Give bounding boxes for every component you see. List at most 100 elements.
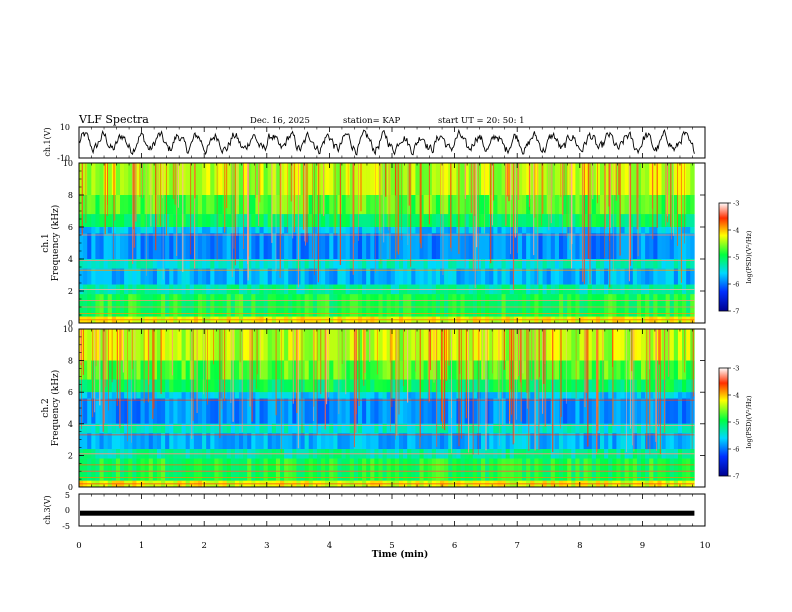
spectrogram-cell [99, 268, 104, 285]
spectrogram-cell [308, 433, 314, 450]
spectrogram-cell [563, 268, 568, 285]
spectrogram-cell [390, 227, 396, 234]
spectrogram-cell [669, 233, 675, 259]
spectrogram-cell [140, 398, 145, 424]
spectrogram-cell [148, 329, 154, 361]
spectrogram-cell [641, 163, 646, 195]
spectrogram-cell [534, 398, 539, 424]
spectrogram-cell [550, 458, 556, 481]
spectrogram-cell [636, 392, 642, 399]
spectrogram-cell [337, 163, 342, 195]
spectrogram-cell [435, 392, 441, 399]
spectrogram-cell [140, 268, 145, 285]
spectrogram-cell [124, 268, 129, 285]
spectrogram-cell [308, 398, 314, 424]
spectrogram-cell [440, 195, 445, 215]
spectrogram-cell [571, 227, 576, 234]
spectrogram-cell [669, 398, 675, 424]
spectrogram-cell [624, 423, 630, 434]
spectrogram-cell [620, 360, 625, 380]
spectrogram-cell [415, 329, 420, 361]
spectrogram-cell [152, 268, 158, 285]
spectrogram-cell [690, 392, 695, 399]
spectrogram-cell [534, 458, 539, 481]
spectrogram-cell [472, 329, 478, 361]
spectrogram-cell [222, 423, 227, 434]
spectrogram-cell [87, 360, 92, 380]
spectrogram-cell [489, 259, 494, 269]
spectrogram-cell [226, 423, 232, 434]
spectrogram-cell [185, 392, 191, 399]
spectrogram-cell [206, 195, 211, 215]
spectrogram-cell [558, 458, 564, 481]
spectrogram-cell [386, 433, 392, 450]
spectrogram-cell [197, 163, 203, 195]
spectrogram-cell [411, 423, 416, 434]
spectrogram-cell [378, 163, 383, 195]
spectrogram-cell [452, 423, 457, 434]
spectrogram-cell [120, 195, 125, 215]
spectrogram-cell [263, 163, 269, 195]
spectrogram-cell [501, 227, 506, 234]
spectrogram-cell [493, 294, 498, 317]
spectrogram-cell [202, 360, 207, 380]
spectrogram-cell [325, 398, 330, 424]
spectrogram-cell [657, 195, 662, 215]
spectrogram-cell [152, 379, 158, 393]
spectrogram-cell [661, 294, 666, 317]
spectrogram-cell [312, 433, 318, 450]
spectrogram-cell [567, 423, 572, 434]
spectrogram-cell [493, 458, 498, 481]
spectrogram-cell [263, 392, 269, 399]
spectrogram-cell [316, 329, 322, 361]
spectrogram-cell [624, 233, 630, 259]
spectrogram-cell [673, 268, 679, 285]
spectrogram-cell [132, 259, 137, 269]
spectrogram-cell [271, 214, 277, 227]
spectrogram-cell [493, 259, 498, 269]
spectrogram-cell [337, 268, 342, 285]
spectrogram-cell [604, 379, 609, 393]
spectrogram-cell [300, 423, 305, 434]
ch1-spectrogram-ytick-label: 0 [68, 319, 73, 328]
spectrogram-cell [263, 360, 269, 380]
spectrogram-cell [124, 398, 129, 424]
spectrogram-cell [234, 268, 240, 285]
spectrogram-cell [620, 423, 625, 434]
spectrogram-cell [604, 294, 609, 317]
spectrogram-cell [579, 433, 584, 450]
ch3-ytick-bottom: -5 [62, 522, 70, 531]
ch2-colorbar: -3-4-5-6-7 log(PSD)(V²/Hz) [718, 365, 753, 481]
spectrogram-cell [148, 423, 154, 434]
spectrogram-cell [218, 458, 223, 481]
spectrogram-cell [460, 423, 465, 434]
spectrogram-cell [267, 433, 273, 450]
spectrogram-cell [431, 423, 437, 434]
spectrogram-cell [382, 329, 387, 361]
spectrogram-cell [591, 360, 597, 380]
spectrogram-cell [554, 294, 560, 317]
spectrogram-cell [214, 227, 219, 234]
spectrogram-cell [79, 233, 84, 259]
spectrogram-cell [423, 227, 428, 234]
spectrogram-cell [374, 227, 379, 234]
spectrogram-cell [251, 294, 256, 317]
spectrogram-cell [120, 268, 125, 285]
spectrogram-cell [440, 433, 445, 450]
spectrogram-cell [304, 433, 310, 450]
spectrogram-cell [546, 433, 552, 450]
spectrogram-cell [427, 294, 433, 317]
spectrogram-cell [444, 392, 449, 399]
spectrogram-cell [136, 163, 141, 195]
spectrogram-cell [669, 259, 675, 269]
spectrogram-cell [124, 227, 129, 234]
spectrogram-cell [316, 227, 322, 234]
spectrogram-cell [243, 392, 248, 399]
spectrogram-cell [669, 458, 675, 481]
spectrogram-cell [444, 163, 449, 195]
spectrogram-cell [206, 329, 211, 361]
spectrogram-cell [440, 163, 445, 195]
spectrogram-cell [423, 233, 428, 259]
spectrogram-cell [243, 227, 248, 234]
spectrogram-cell [587, 329, 593, 361]
